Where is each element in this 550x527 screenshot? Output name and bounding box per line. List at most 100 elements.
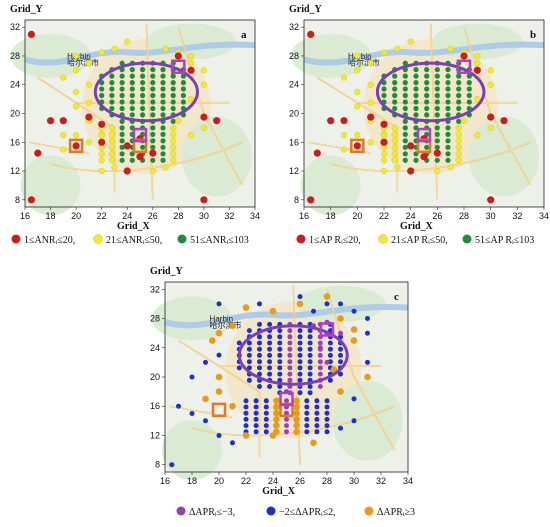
data-point-orange [337,388,344,395]
data-point-blue [365,330,370,336]
highlight-square-orange [350,138,365,154]
data-point-blue [307,384,313,389]
data-point-green [445,92,451,99]
data-point-green [392,99,398,105]
data-point-purple [287,352,293,358]
data-point-blue [277,346,283,352]
data-point-red [380,120,388,128]
green-area [181,116,252,197]
data-point-yellow [367,99,374,106]
data-point-yellow [72,88,80,96]
data-point-yellow [175,117,182,124]
data-point-green [434,157,440,163]
road-line [326,289,395,451]
data-point-blue [277,384,283,389]
data-point-green [434,138,440,144]
data-point-green [466,80,472,86]
y-tick-label: 12 [10,166,20,176]
data-point-blue [243,423,249,429]
data-point-orange [337,315,344,322]
x-tick-label: 26 [148,211,158,221]
data-point-blue [277,377,283,383]
data-point-blue [263,416,269,422]
data-point-yellow [340,74,348,81]
data-point-green [119,125,125,131]
river [303,41,545,66]
data-point-blue [230,440,235,446]
data-point-green [119,144,125,150]
data-point-blue [243,410,249,416]
data-point-green [180,73,186,79]
data-point-green [150,112,156,118]
y-tick-label: 16 [150,401,160,411]
data-point-red [500,117,508,125]
data-point-green [140,67,146,73]
data-point-blue [257,352,262,358]
data-point-blue [257,340,262,346]
data-point-red [407,167,415,175]
legend-marker-orange [364,506,374,516]
x-tick-label: 30 [349,476,359,486]
data-point-blue [365,316,370,321]
data-point-purple [284,429,289,435]
x-tick-label: 24 [406,211,416,221]
data-point-green [140,86,146,92]
city-label: Harbin [210,314,234,323]
y-tick-label: 24 [289,80,299,90]
data-point-blue [257,365,262,371]
y-tick-label: 8 [294,195,299,205]
data-point-blue [307,390,313,396]
data-point-blue [277,328,283,334]
data-point-green [413,67,419,73]
y-axis-title: Grid_Y [10,4,44,15]
data-point-blue [246,377,252,383]
data-point-orange [215,388,223,395]
data-point-green [119,151,125,157]
data-point-blue [257,384,262,389]
data-point-green [119,138,125,144]
data-point-blue [263,410,269,416]
data-point-blue [277,359,283,365]
data-point-green [160,99,166,105]
data-point-green [424,73,430,79]
data-point-green [434,86,440,92]
data-point-yellow [455,157,462,164]
data-point-green [381,86,387,92]
data-point-orange [229,322,236,330]
data-point-green [140,105,146,112]
data-point-red [460,52,468,60]
data-point-yellow [124,38,131,45]
x-tick-label: 24 [268,476,278,486]
data-point-purple [338,330,343,336]
data-point-green [129,105,135,112]
data-point-red [420,153,428,161]
data-point-red [487,113,495,121]
x-tick-label: 32 [376,476,386,486]
data-point-blue [314,416,320,422]
data-point-yellow [447,45,454,52]
legend: 1≤ANRᵢ≤20, 21≤ANRᵢ≤50, 51≤ANRᵢ≤103 [11,234,249,246]
x-tick-label: 20 [352,211,362,221]
data-point-yellow [108,157,116,164]
data-point-orange [310,439,317,447]
data-point-green [424,86,430,92]
data-point-purple [317,365,323,371]
data-point-green [381,92,387,99]
data-point-blue [203,418,208,424]
data-point-green [129,80,135,86]
data-point-yellow [149,167,156,175]
data-point-red [34,149,42,157]
data-point-green [413,80,419,86]
data-point-blue [267,340,273,346]
data-point-green [413,73,419,79]
data-point-yellow [354,52,361,60]
data-point-yellow [188,132,195,139]
legend: 1≤AP Rᵢ≤20, 21≤AP Rᵢ≤50, 51≤AP Rᵢ≤103 [296,234,534,246]
road-line [178,27,243,186]
data-point-green [413,92,419,99]
y-tick-label: 8 [15,195,20,205]
data-point-orange [293,416,300,423]
data-point-blue [327,352,333,358]
data-point-purple [284,398,289,404]
data-point-yellow [455,144,462,151]
